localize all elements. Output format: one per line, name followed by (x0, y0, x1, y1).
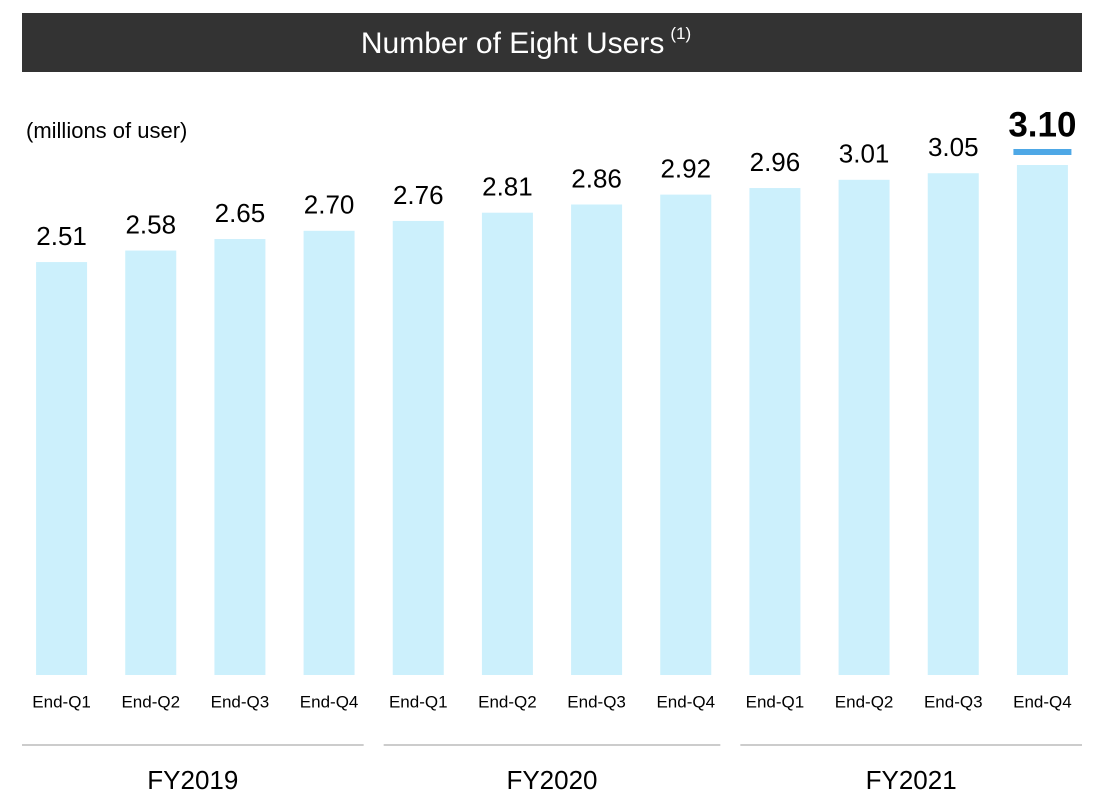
x-tick-label: End-Q2 (121, 692, 180, 711)
bar (36, 262, 88, 675)
value-label: 2.51 (36, 221, 87, 251)
bar (214, 239, 266, 675)
x-tick-label: End-Q3 (211, 692, 270, 711)
x-tick-label: End-Q1 (32, 692, 91, 711)
x-tick-label: End-Q4 (1013, 692, 1072, 711)
title-note: (1) (670, 24, 691, 43)
group-label: FY2019 (147, 765, 238, 795)
x-tick-label: End-Q4 (656, 692, 715, 711)
value-label: 2.92 (660, 153, 711, 183)
bar (838, 179, 890, 675)
value-label: 2.70 (304, 190, 355, 220)
group-label: FY2020 (506, 765, 597, 795)
value-label: 2.76 (393, 180, 444, 210)
chart-title: Number of Eight Users (361, 27, 664, 60)
value-label: 2.96 (750, 147, 801, 177)
value-label: 2.81 (482, 172, 533, 202)
title-banner (22, 13, 1082, 72)
bar (125, 250, 177, 675)
x-tick-label: End-Q2 (478, 692, 537, 711)
highlight-underline (1013, 149, 1072, 155)
bar (927, 173, 979, 675)
value-label: 3.10 (1008, 105, 1076, 144)
bar (660, 194, 712, 675)
group-label: FY2021 (866, 765, 957, 795)
value-label: 2.58 (125, 209, 176, 239)
x-tick-label: End-Q4 (300, 692, 359, 711)
bar (749, 188, 801, 675)
value-label: 2.65 (215, 198, 266, 228)
x-tick-label: End-Q3 (567, 692, 626, 711)
bar (481, 212, 533, 676)
unit-label: (millions of user) (26, 118, 187, 143)
chart-title-group: Number of Eight Users (1) (361, 24, 691, 59)
bar (303, 230, 355, 675)
x-tick-label: End-Q3 (924, 692, 983, 711)
bar (392, 220, 444, 675)
value-label: 3.01 (839, 139, 890, 169)
bar (1016, 165, 1068, 675)
value-label: 3.05 (928, 132, 979, 162)
x-tick-label: End-Q1 (746, 692, 805, 711)
x-tick-label: End-Q1 (389, 692, 448, 711)
value-label: 2.86 (571, 163, 622, 193)
x-tick-label: End-Q2 (835, 692, 894, 711)
bar (571, 204, 623, 675)
